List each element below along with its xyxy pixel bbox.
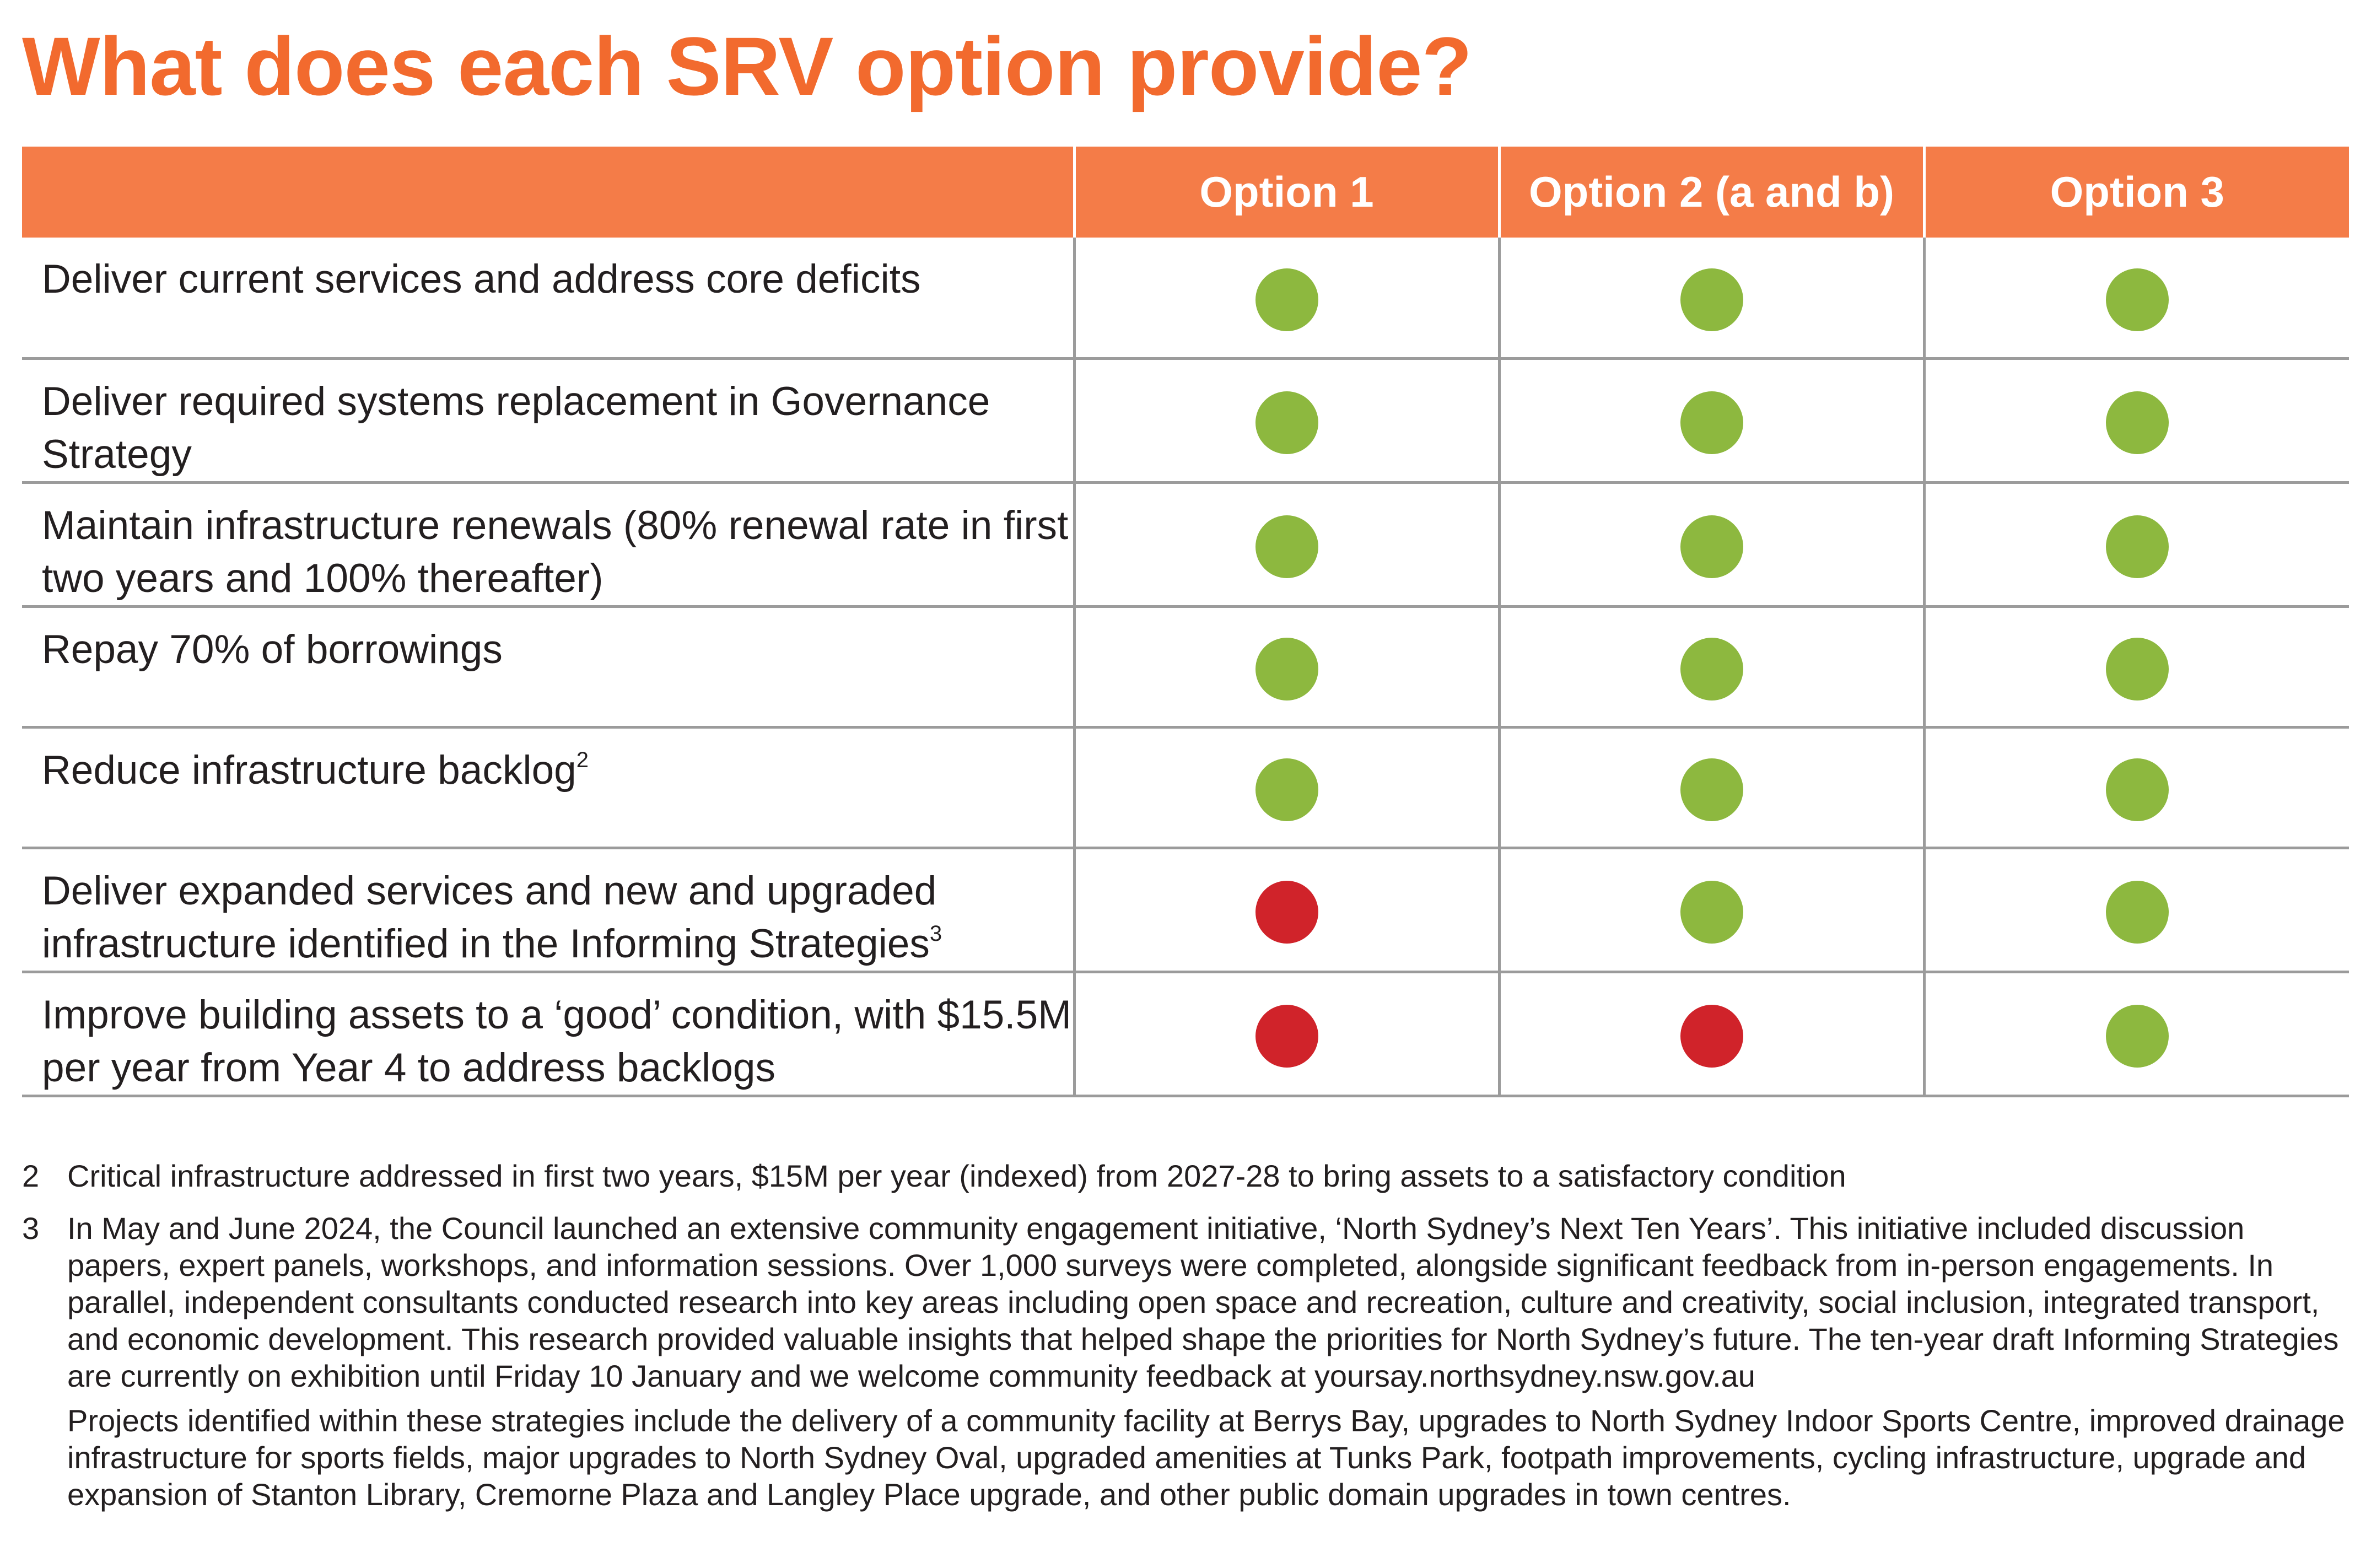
status-cell-option-3 bbox=[1922, 727, 2349, 849]
status-dot-green bbox=[1255, 268, 1318, 331]
table-row: Repay 70% of borrowings bbox=[22, 606, 2349, 729]
status-dot-green bbox=[2105, 638, 2169, 701]
row-label: Deliver required systems replacement in … bbox=[42, 379, 990, 477]
row-label-cell: Deliver required systems replacement in … bbox=[22, 358, 1074, 484]
row-label-cell: Repay 70% of borrowings bbox=[22, 606, 1074, 729]
status-cell-option-1 bbox=[1073, 358, 1499, 484]
footnote-2: 2 Critical infrastructure addressed in fi… bbox=[22, 1157, 2349, 1194]
table-row: Improve building assets to a ‘good’ cond… bbox=[22, 972, 2349, 1097]
header-cell-empty bbox=[22, 147, 1076, 238]
row-label: Deliver expanded services and new and up… bbox=[42, 868, 937, 966]
footnote-text: Critical infrastructure addressed in fir… bbox=[67, 1159, 1846, 1193]
status-cell-option-2 bbox=[1497, 482, 1924, 608]
status-cell-option-1 bbox=[1073, 972, 1499, 1097]
status-dot-green bbox=[1255, 758, 1318, 821]
row-label-cell: Improve building assets to a ‘good’ cond… bbox=[22, 972, 1074, 1097]
header-cell-option-1: Option 1 bbox=[1074, 147, 1501, 238]
footnote-3: 3 In May and June 2024, the Council launc… bbox=[22, 1210, 2349, 1513]
row-label-cell: Reduce infrastructure backlog2 bbox=[22, 727, 1074, 849]
status-cell-option-3 bbox=[1922, 606, 2349, 729]
status-dot-red bbox=[1255, 881, 1318, 944]
row-label: Improve building assets to a ‘good’ cond… bbox=[42, 992, 1071, 1090]
footnotes: 2 Critical infrastructure addressed in fi… bbox=[22, 1157, 2349, 1528]
status-cell-option-2 bbox=[1497, 238, 1924, 360]
table-header-row: Option 1 Option 2 (a and b) Option 3 bbox=[22, 147, 2349, 238]
status-dot-green bbox=[1680, 391, 1743, 454]
status-cell-option-2 bbox=[1497, 606, 1924, 729]
status-cell-option-2 bbox=[1497, 848, 1924, 973]
status-cell-option-3 bbox=[1922, 972, 2349, 1097]
footnote-text: Projects identified within these strateg… bbox=[67, 1403, 2345, 1512]
status-dot-green bbox=[1255, 391, 1318, 454]
row-label-cell: Deliver expanded services and new and up… bbox=[22, 848, 1074, 973]
status-dot-green bbox=[2105, 391, 2169, 454]
status-cell-option-2 bbox=[1497, 972, 1924, 1097]
status-cell-option-3 bbox=[1922, 358, 2349, 484]
footnote-number: 3 bbox=[22, 1211, 40, 1246]
status-cell-option-1 bbox=[1073, 238, 1499, 360]
row-label: Deliver current services and address cor… bbox=[42, 257, 921, 301]
row-label: Maintain infrastructure renewals (80% re… bbox=[42, 503, 1069, 601]
status-cell-option-1 bbox=[1073, 606, 1499, 729]
status-cell-option-2 bbox=[1497, 358, 1924, 484]
row-label-cell: Deliver current services and address cor… bbox=[22, 238, 1074, 360]
status-dot-green bbox=[2105, 758, 2169, 821]
status-cell-option-1 bbox=[1073, 727, 1499, 849]
status-dot-green bbox=[1680, 638, 1743, 701]
status-dot-red bbox=[1680, 1005, 1743, 1068]
table-row: Reduce infrastructure backlog2 bbox=[22, 727, 2349, 849]
status-cell-option-3 bbox=[1922, 238, 2349, 360]
footnote-ref: 2 bbox=[576, 747, 589, 772]
status-cell-option-1 bbox=[1073, 848, 1499, 973]
table-row: Deliver required systems replacement in … bbox=[22, 358, 2349, 484]
status-dot-green bbox=[1255, 515, 1318, 578]
status-dot-green bbox=[1680, 268, 1743, 331]
status-dot-green bbox=[2105, 268, 2169, 331]
header-cell-option-3: Option 3 bbox=[1924, 147, 2349, 238]
header-cell-option-2: Option 2 (a and b) bbox=[1499, 147, 1926, 238]
table-row: Deliver current services and address cor… bbox=[22, 238, 2349, 360]
status-dot-green bbox=[1255, 638, 1318, 701]
status-dot-green bbox=[1680, 881, 1743, 944]
srv-options-table: Option 1 Option 2 (a and b) Option 3 Del… bbox=[22, 147, 2349, 1097]
status-dot-green bbox=[2105, 515, 2169, 578]
footnote-text: In May and June 2024, the Council launch… bbox=[67, 1211, 2339, 1393]
page-title: What does each SRV option provide? bbox=[22, 20, 1472, 112]
table-row: Maintain infrastructure renewals (80% re… bbox=[22, 482, 2349, 608]
row-label-cell: Maintain infrastructure renewals (80% re… bbox=[22, 482, 1074, 608]
status-cell-option-3 bbox=[1922, 848, 2349, 973]
footnote-number: 2 bbox=[22, 1159, 40, 1193]
status-cell-option-3 bbox=[1922, 482, 2349, 608]
footnote-ref: 3 bbox=[929, 921, 942, 946]
status-dot-green bbox=[1680, 515, 1743, 578]
row-label: Reduce infrastructure backlog bbox=[42, 747, 576, 793]
status-dot-green bbox=[2105, 881, 2169, 944]
table-row: Deliver expanded services and new and up… bbox=[22, 848, 2349, 973]
status-dot-green bbox=[2105, 1005, 2169, 1068]
status-dot-red bbox=[1255, 1005, 1318, 1068]
status-dot-green bbox=[1680, 758, 1743, 821]
status-cell-option-1 bbox=[1073, 482, 1499, 608]
status-cell-option-2 bbox=[1497, 727, 1924, 849]
row-label: Repay 70% of borrowings bbox=[42, 627, 503, 672]
